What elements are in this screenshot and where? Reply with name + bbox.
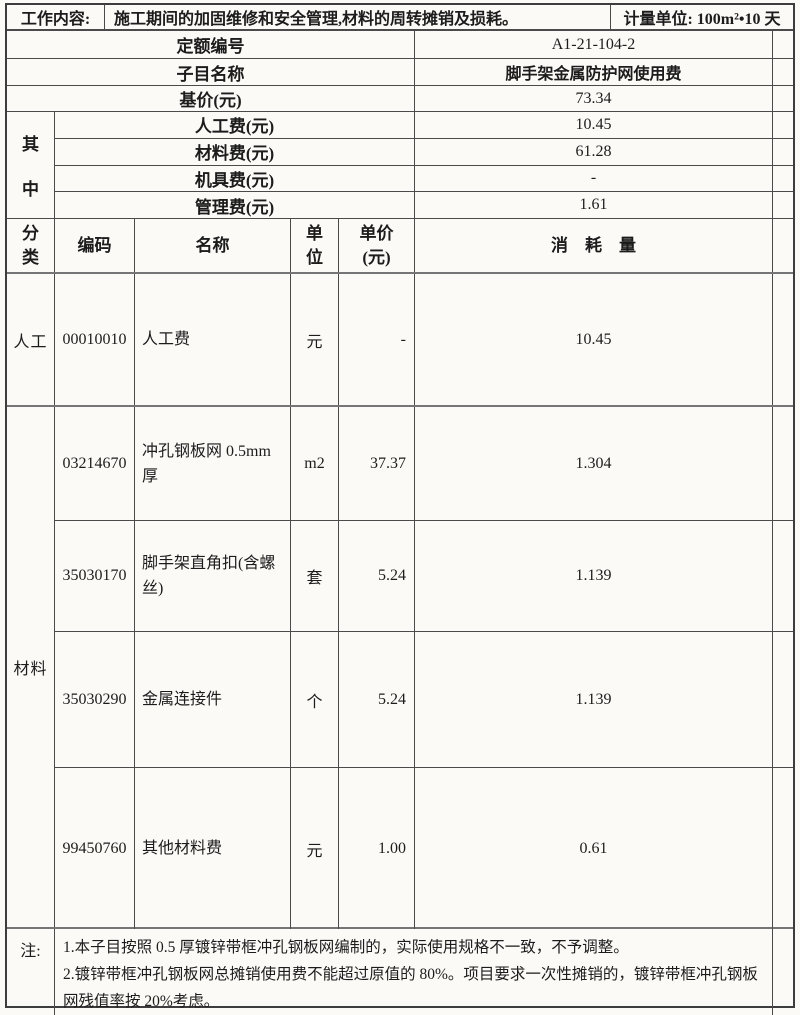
material-cost-label: 材料费(元) [55, 138, 415, 165]
note-line-1: 1.本子目按照 0.5 厚镀锌带框冲孔钢板网编制的，实际使用规格不一致，不予调整… [63, 939, 629, 956]
item-price: 5.24 [339, 521, 415, 631]
quota-number-row: 定额编号 A1-21-104-2 [7, 31, 793, 59]
header-consumption: 消 耗 量 [415, 219, 773, 272]
spacer-cell [773, 112, 793, 138]
item-unit: 套 [291, 521, 339, 631]
labor-item-code: 00010010 [55, 274, 135, 405]
machine-cost-label: 机具费(元) [55, 165, 415, 192]
material-items: 03214670 冲孔钢板网 0.5mm厚 m2 37.37 1.304 350… [55, 407, 793, 929]
labor-item-price: - [339, 274, 415, 405]
header-price: 单价 (元) [339, 219, 415, 272]
breakdown-char-top: 其 [22, 135, 39, 154]
spacer-cell [773, 521, 793, 631]
management-cost-row: 管理费(元) 1.61 [55, 192, 793, 218]
table-row: 35030290 金属连接件 个 5.24 1.139 [55, 632, 793, 768]
labor-section: 人工 00010010 人工费 元 - 10.45 [7, 274, 793, 407]
breakdown-char-bottom: 中 [22, 180, 39, 199]
material-category-label: 材料 [7, 407, 55, 927]
notes-label: 注: [7, 929, 55, 1015]
breakdown-section: 其 中 人工费(元) 10.45 材料费(元) 61.28 机具费(元) - 管… [7, 112, 793, 219]
item-code: 35030290 [55, 632, 135, 767]
item-name: 冲孔钢板网 0.5mm厚 [135, 407, 291, 520]
item-unit: 元 [291, 768, 339, 929]
labor-item-unit: 元 [291, 274, 339, 405]
item-unit: 个 [291, 632, 339, 767]
item-price: 1.00 [339, 768, 415, 929]
table-row: 03214670 冲孔钢板网 0.5mm厚 m2 37.37 1.304 [55, 407, 793, 521]
item-code: 99450760 [55, 768, 135, 929]
header-unit: 单 位 [291, 219, 339, 272]
header-code: 编码 [55, 219, 135, 272]
quota-number-label: 定额编号 [7, 31, 415, 58]
work-content-label: 工作内容: [7, 5, 105, 29]
labor-cost-value: 10.45 [415, 112, 773, 138]
spacer-cell [773, 166, 793, 192]
item-consumption: 1.304 [415, 407, 773, 520]
spacer-cell [773, 59, 793, 85]
spacer-cell [773, 929, 793, 1015]
measure-unit-text: 计量单位: 100m²•10 天 [623, 11, 781, 28]
detail-header-row: 分 类 编码 名称 单 位 单价 (元) 消 耗 量 [7, 219, 793, 274]
management-cost-label: 管理费(元) [55, 192, 415, 218]
base-price-row: 基价(元) 73.34 [7, 86, 793, 112]
spacer-cell [773, 407, 793, 520]
base-price-label: 基价(元) [7, 86, 415, 111]
material-section: 材料 03214670 冲孔钢板网 0.5mm厚 m2 37.37 1.304 … [7, 407, 793, 929]
item-name: 金属连接件 [135, 632, 291, 767]
labor-cost-row: 人工费(元) 10.45 [55, 112, 793, 139]
notes-text: 1.本子目按照 0.5 厚镀锌带框冲孔钢板网编制的，实际使用规格不一致，不予调整… [55, 929, 773, 1015]
table-row: 99450760 其他材料费 元 1.00 0.61 [55, 768, 793, 929]
item-code: 03214670 [55, 407, 135, 520]
subitem-name-label: 子目名称 [7, 59, 415, 85]
item-consumption: 1.139 [415, 632, 773, 767]
note-line-2: 2.镀锌带框冲孔钢板网总摊销使用费不能超过原值的 80%。项目要求一次性摊销的，… [63, 966, 758, 1010]
subitem-name-row: 子目名称 脚手架金属防护网使用费 [7, 59, 793, 86]
spacer-cell [773, 192, 793, 218]
spacer-cell [773, 632, 793, 767]
spacer-cell [773, 219, 793, 272]
table-row: 35030170 脚手架直角扣(含螺丝) 套 5.24 1.139 [55, 521, 793, 632]
header-category: 分 类 [7, 219, 55, 272]
subitem-name-value: 脚手架金属防护网使用费 [415, 59, 773, 85]
labor-category-label: 人工 [7, 274, 55, 405]
item-name: 脚手架直角扣(含螺丝) [135, 521, 291, 631]
spacer-cell [773, 274, 793, 405]
quota-table: 工作内容: 施工期间的加固维修和安全管理,材料的周转摊销及损耗。 计量单位: 1… [5, 3, 795, 1015]
item-consumption: 0.61 [415, 768, 773, 929]
item-unit: m2 [291, 407, 339, 520]
management-cost-value: 1.61 [415, 192, 773, 218]
material-cost-row: 材料费(元) 61.28 [55, 138, 793, 166]
item-consumption: 1.139 [415, 521, 773, 631]
item-price: 37.37 [339, 407, 415, 520]
work-content-row: 工作内容: 施工期间的加固维修和安全管理,材料的周转摊销及损耗。 计量单位: 1… [7, 5, 793, 31]
item-code: 35030170 [55, 521, 135, 631]
labor-item-name: 人工费 [135, 274, 291, 405]
spacer-cell [773, 31, 793, 58]
spacer-cell [773, 768, 793, 929]
labor-cost-label: 人工费(元) [55, 112, 415, 138]
labor-item-consumption: 10.45 [415, 274, 773, 405]
material-cost-value: 61.28 [415, 138, 773, 165]
notes-row: 注: 1.本子目按照 0.5 厚镀锌带框冲孔钢板网编制的，实际使用规格不一致，不… [7, 929, 793, 1015]
item-name: 其他材料费 [135, 768, 291, 929]
base-price-value: 73.34 [415, 86, 773, 111]
breakdown-group-label: 其 中 [7, 112, 55, 218]
header-name: 名称 [135, 219, 291, 272]
work-content-text: 施工期间的加固维修和安全管理,材料的周转摊销及损耗。 [105, 5, 611, 29]
spacer-cell [773, 86, 793, 111]
machine-cost-value: - [415, 165, 773, 192]
quota-number-value: A1-21-104-2 [415, 31, 773, 58]
breakdown-rows: 人工费(元) 10.45 材料费(元) 61.28 机具费(元) - 管理费(元… [55, 112, 793, 218]
item-price: 5.24 [339, 632, 415, 767]
spacer-cell [773, 139, 793, 165]
machine-cost-row: 机具费(元) - [55, 165, 793, 193]
